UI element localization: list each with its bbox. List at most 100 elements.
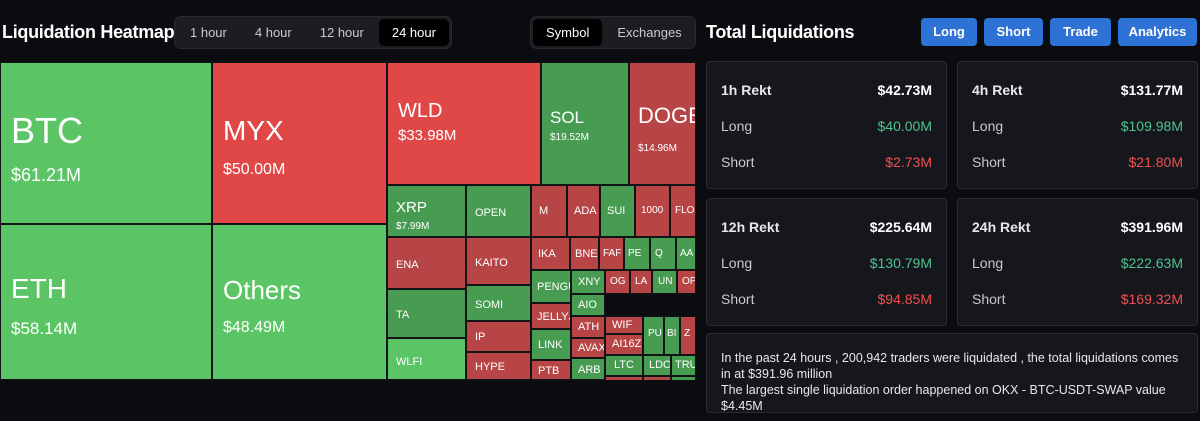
tile-symbol: XNY xyxy=(578,276,601,288)
heatmap-tile-ai16z[interactable]: AI16Z xyxy=(605,334,643,355)
card-total: $131.77M xyxy=(1120,82,1183,98)
tile-symbol: BTC xyxy=(11,110,83,151)
heatmap-tile-la[interactable]: LA xyxy=(630,270,652,294)
time-filter-4h[interactable]: 4 hour xyxy=(254,25,292,40)
heatmap-tile-arb[interactable]: ARB xyxy=(571,358,605,380)
stat-card-1h: 1h Rekt $42.73M Long $40.00M Short $2.73M xyxy=(706,61,947,189)
tile-symbol: M xyxy=(539,205,549,217)
time-filter-24h[interactable]: 24 hour xyxy=(378,19,449,46)
tile-symbol: FLO xyxy=(675,205,695,216)
tile-value: $61.21M xyxy=(11,165,82,185)
long-label: Long xyxy=(721,255,753,271)
heatmap-tile-sui[interactable]: SUI xyxy=(600,185,635,237)
heatmap-tile-wld[interactable]: WLD $33.98M xyxy=(387,62,541,185)
heatmap-tile-aa[interactable]: AA xyxy=(676,237,696,270)
heatmap-tile-og[interactable]: OG xyxy=(605,270,630,294)
tile-symbol: OPEN xyxy=(475,207,507,219)
heatmap-tile-pengu[interactable]: PENGU xyxy=(531,270,571,303)
heatmap-tile-kaito[interactable]: KAITO xyxy=(466,237,531,285)
short-button[interactable]: Short xyxy=(984,18,1043,46)
time-filter-group: 1 hour 4 hour 12 hour 24 hour xyxy=(174,16,452,49)
tile-symbol: PU xyxy=(648,328,662,339)
short-amount: $169.32M xyxy=(1120,291,1183,307)
tile-symbol: DOGE xyxy=(638,103,695,128)
view-filter-symbol[interactable]: Symbol xyxy=(533,19,603,46)
heatmap-tile-ada[interactable]: ADA xyxy=(567,185,600,237)
heatmap-tile-bne[interactable]: BNE xyxy=(570,237,599,270)
long-amount: $222.63M xyxy=(1120,255,1183,271)
heatmap-tile-ptb[interactable]: PTB xyxy=(531,360,571,380)
short-label: Short xyxy=(721,291,755,307)
long-amount: $130.79M xyxy=(869,255,932,271)
tile-symbol: LTC xyxy=(614,359,634,371)
tile-value: $7.99M xyxy=(396,221,430,232)
short-amount: $21.80M xyxy=(1128,154,1183,170)
heatmap-tile-ika[interactable]: IKA xyxy=(531,237,570,270)
tile-symbol: OG xyxy=(610,276,626,287)
heatmap-tile-ath[interactable]: ATH xyxy=(571,316,605,338)
heatmap-tile-link[interactable]: LINK xyxy=(531,329,571,360)
heatmap-tile-wif[interactable]: WIF xyxy=(605,316,643,334)
heatmap-tile-ena[interactable]: ENA xyxy=(387,237,466,289)
view-filter-exchanges[interactable]: Exchanges xyxy=(617,25,682,40)
heatmap-tile-flo[interactable]: FLO xyxy=(670,185,696,237)
heatmap-tile-xny[interactable]: XNY xyxy=(571,270,605,294)
long-amount: $40.00M xyxy=(877,118,932,134)
summary-traders: In the past 24 hours , 200,942 traders w… xyxy=(721,351,1179,381)
heatmap-tile-1000[interactable]: 1000 xyxy=(635,185,670,237)
heatmap-tile-jellyj[interactable]: JELLYJ xyxy=(531,303,571,329)
heatmap-tile-z[interactable]: Z xyxy=(680,316,696,355)
heatmap-tile-ta[interactable]: TA xyxy=(387,289,466,338)
tile-symbol: TRU xyxy=(675,359,696,371)
card-total: $225.64M xyxy=(869,219,932,235)
tile-symbol: IKA xyxy=(538,248,556,260)
heatmap-tile-btc[interactable]: BTC $61.21M xyxy=(0,62,212,224)
heatmap-tile-others[interactable]: Others $48.49M xyxy=(212,224,387,380)
heatmap-tile-myx[interactable]: MYX $50.00M xyxy=(212,62,387,224)
heatmap-tile-pe[interactable]: PE xyxy=(624,237,650,270)
heatmap-tile-ldo[interactable]: LDO xyxy=(643,355,671,376)
heatmap-tile-dot[interactable]: DOT xyxy=(643,376,671,380)
heatmap-tile-bi[interactable]: BI xyxy=(664,316,680,355)
tile-symbol: ENA xyxy=(396,259,419,271)
time-filter-1h[interactable]: 1 hour xyxy=(190,25,227,40)
tile-symbol: KAITO xyxy=(475,257,508,269)
heatmap-tile-somi[interactable]: SOMI xyxy=(466,285,531,321)
heatmap-tile-sol[interactable]: SOL $19.52M xyxy=(541,62,629,185)
heatmap-tile-tru[interactable]: TRU xyxy=(671,355,696,376)
heatmap-tile-ip[interactable]: IP xyxy=(466,321,531,352)
heatmap-tile-xrp[interactable]: XRP $7.99M xyxy=(387,185,466,237)
tile-symbol: PTB xyxy=(538,365,560,377)
long-button[interactable]: Long xyxy=(921,18,977,46)
tile-symbol: JELLYJ xyxy=(537,311,571,323)
heatmap-tile-aio[interactable]: AIO xyxy=(571,294,605,316)
heatmap-tile-m[interactable]: M xyxy=(531,185,567,237)
heatmap-tile-un[interactable]: UN xyxy=(652,270,677,294)
heatmap-tile-doge[interactable]: DOGE $14.96M xyxy=(629,62,696,185)
tile-symbol: ATH xyxy=(578,321,600,333)
tile-symbol: ARB xyxy=(578,364,601,376)
heatmap-tile-eth[interactable]: ETH $58.14M xyxy=(0,224,212,380)
trade-button[interactable]: Trade xyxy=(1050,18,1111,46)
time-filter-12h[interactable]: 12 hour xyxy=(319,25,364,40)
tile-value: $33.98M xyxy=(398,127,457,144)
tile-symbol: Z xyxy=(684,328,691,339)
long-amount: $109.98M xyxy=(1120,118,1183,134)
view-filter-group: Symbol Exchanges xyxy=(530,16,696,49)
stat-card-24h: 24h Rekt $391.96M Long $222.63M Short $169.… xyxy=(957,198,1198,326)
heatmap-title: Liquidation Heatmap xyxy=(2,22,175,42)
heatmap-tile-hype[interactable]: HYPE xyxy=(466,352,531,380)
analytics-button[interactable]: Analytics xyxy=(1118,18,1197,46)
heatmap-tile-wlfi[interactable]: WLFI xyxy=(387,338,466,380)
heatmap-tile-h[interactable]: H xyxy=(671,376,696,380)
heatmap-tile-q[interactable]: Q xyxy=(650,237,676,270)
heatmap-tile-faf[interactable]: FAF xyxy=(599,237,624,270)
short-label: Short xyxy=(972,291,1006,307)
heatmap-tile-op[interactable]: OP xyxy=(677,270,696,294)
heatmap-tile-avax[interactable]: AVAX xyxy=(571,338,605,358)
heatmap-tile-ltc[interactable]: LTC xyxy=(605,355,643,376)
heatmap-tile-open[interactable]: OPEN xyxy=(466,185,531,237)
heatmap-tile-pu[interactable]: PU xyxy=(643,316,664,355)
tile-symbol: SOL xyxy=(550,108,585,127)
heatmap-tile-near[interactable]: NEAR xyxy=(605,376,643,380)
